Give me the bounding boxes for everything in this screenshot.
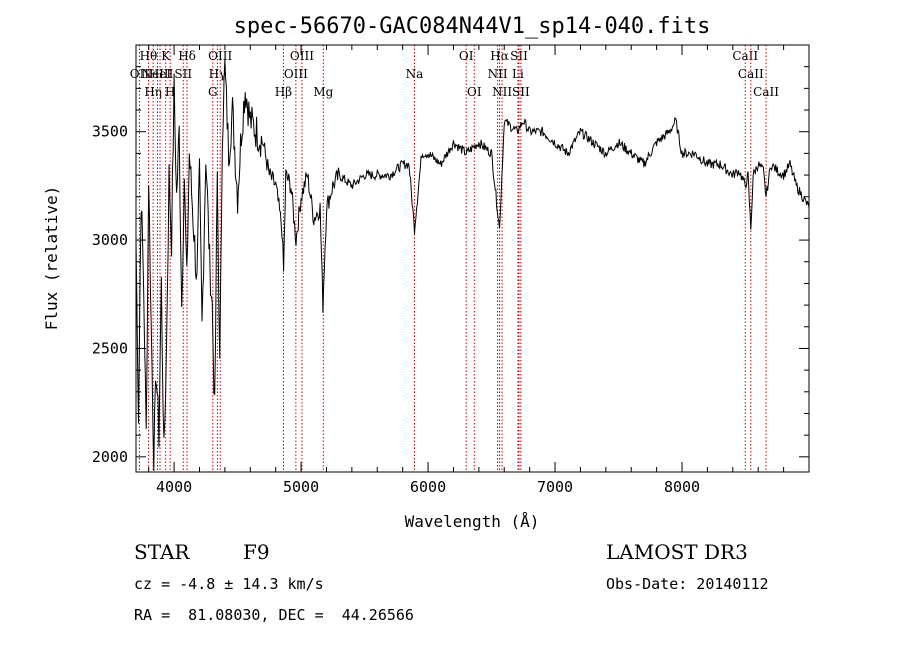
line-marker-label: SII	[512, 85, 530, 99]
line-marker-label: Mg	[313, 85, 333, 99]
line-marker-label: Hδ	[178, 49, 196, 63]
line-marker-label: CaII	[753, 85, 779, 99]
spectrum-line	[135, 58, 810, 471]
object-class: STAR	[134, 540, 190, 564]
plot-frame	[135, 44, 810, 473]
x-tick-label: 7000	[537, 478, 573, 496]
spectral-line-markers: OIIHθHηNeIIIHeIKHSIIHδGHγOIIIHβOIIIOIIIM…	[130, 45, 779, 472]
line-marker-label: SII	[510, 49, 528, 63]
line-marker-label: OI	[459, 49, 474, 63]
y-tick-label: 3500	[92, 123, 128, 141]
line-marker-label: NII	[492, 85, 512, 99]
redshift-value: cz = -4.8 ± 14.3 km/s	[134, 575, 324, 593]
chart-title: spec-56670-GAC084N44V1_sp14-040.fits	[234, 14, 711, 39]
line-marker-label: Hα	[490, 49, 509, 63]
x-tick-label: 5000	[283, 478, 319, 496]
y-tick-label: 3000	[92, 231, 128, 249]
axis-ticks: 4000 5000 6000 7000 8000 2000 2500 3000 3500	[92, 45, 809, 496]
line-marker-label: H	[165, 85, 175, 99]
y-tick-label: 2000	[92, 448, 128, 466]
line-marker-label: OII	[130, 67, 150, 81]
x-tick-label: 4000	[156, 478, 192, 496]
line-marker-label: Hη	[144, 85, 162, 99]
line-marker-label: G	[208, 85, 218, 99]
line-marker-label: Li	[512, 67, 524, 81]
line-marker-label: CaII	[738, 67, 764, 81]
line-marker-label: Hγ	[209, 67, 227, 81]
object-subclass: F9	[243, 540, 270, 564]
x-axis-label: Wavelength (Å)	[405, 512, 540, 531]
line-marker-label: SII	[174, 67, 192, 81]
survey-name: LAMOST DR3	[606, 540, 748, 564]
line-marker-label: Hβ	[275, 85, 292, 99]
line-marker-label: NII	[488, 67, 508, 81]
x-tick-label: 6000	[410, 478, 446, 496]
coordinates: RA = 81.08030, DEC = 44.26566	[134, 606, 414, 624]
line-marker-label: OI	[467, 85, 482, 99]
y-tick-label: 2500	[92, 339, 128, 357]
observation-date: Obs-Date: 20140112	[606, 575, 769, 593]
line-marker-label: Hθ	[140, 49, 158, 63]
line-marker-label: OIII	[208, 49, 232, 63]
line-marker-label: OIII	[290, 49, 314, 63]
y-axis-label: Flux (relative)	[42, 186, 61, 331]
line-marker-label: Na	[406, 67, 424, 81]
line-marker-label: CaII	[732, 49, 758, 63]
line-marker-label: HeI	[149, 67, 172, 81]
line-marker-label: OIII	[284, 67, 308, 81]
x-tick-label: 8000	[664, 478, 700, 496]
line-marker-label: K	[161, 49, 171, 63]
